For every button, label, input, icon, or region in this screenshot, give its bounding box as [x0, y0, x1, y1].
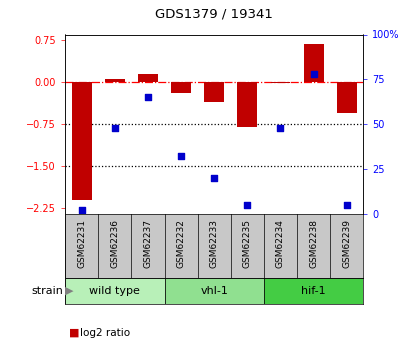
Bar: [171, 82, 191, 93]
Point: [344, 202, 350, 208]
Text: GSM62233: GSM62233: [210, 219, 219, 268]
Text: GDS1379 / 19341: GDS1379 / 19341: [155, 8, 273, 21]
Bar: [165, 278, 264, 304]
Point: [78, 208, 85, 213]
Point: [244, 202, 251, 208]
Bar: [304, 44, 323, 82]
Point: [277, 125, 284, 130]
Bar: [138, 74, 158, 82]
Text: GSM62234: GSM62234: [276, 219, 285, 268]
Bar: [270, 82, 290, 83]
Point: [111, 125, 118, 130]
Bar: [105, 79, 125, 82]
Point: [144, 95, 151, 100]
Text: ▶: ▶: [65, 286, 73, 296]
Bar: [204, 82, 224, 102]
Text: GSM62231: GSM62231: [77, 219, 86, 268]
Text: GSM62236: GSM62236: [110, 219, 119, 268]
Text: GSM62235: GSM62235: [243, 219, 252, 268]
Text: log2 ratio: log2 ratio: [80, 328, 130, 338]
Text: strain: strain: [31, 286, 63, 296]
Bar: [337, 82, 357, 113]
Text: hif-1: hif-1: [301, 286, 326, 296]
Bar: [72, 82, 92, 200]
Point: [178, 154, 184, 159]
Bar: [237, 82, 257, 127]
Bar: [264, 278, 363, 304]
Text: wild type: wild type: [89, 286, 140, 296]
Text: GSM62237: GSM62237: [144, 219, 152, 268]
Point: [211, 175, 218, 181]
Text: vhl-1: vhl-1: [200, 286, 228, 296]
Text: GSM62238: GSM62238: [309, 219, 318, 268]
Point: [310, 71, 317, 77]
Text: GSM62239: GSM62239: [342, 219, 351, 268]
Text: GSM62232: GSM62232: [176, 219, 186, 268]
Bar: [65, 278, 165, 304]
Text: ■: ■: [69, 328, 80, 338]
